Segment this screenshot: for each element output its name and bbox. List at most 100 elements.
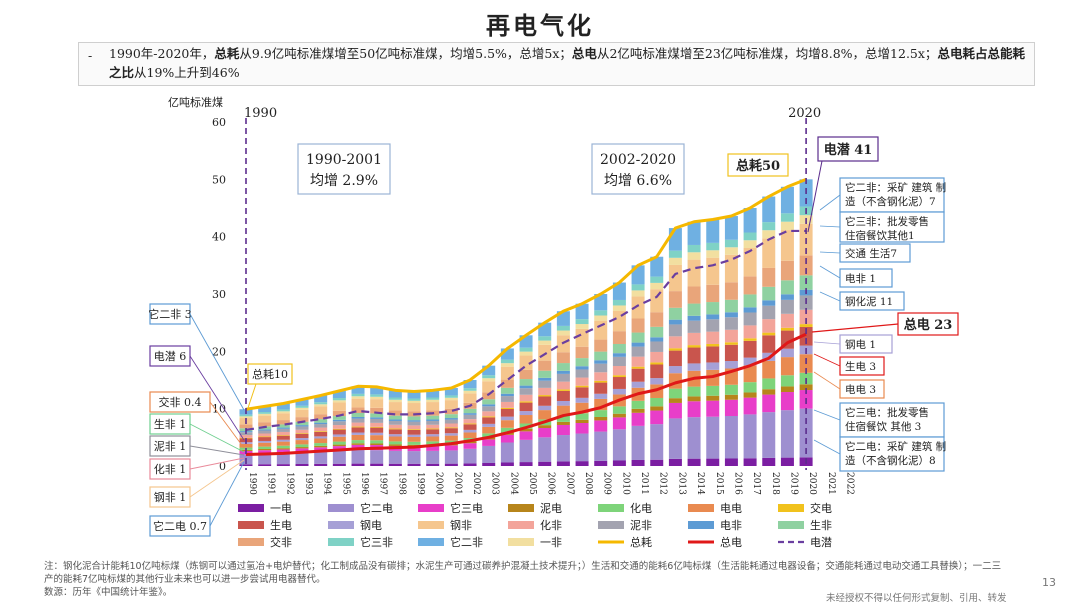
bar-segment	[351, 440, 365, 444]
bar-segment	[762, 394, 776, 413]
bar-segment	[538, 410, 552, 420]
left-callout-label: 钢非 1	[154, 491, 187, 504]
x-tick-label: 1998	[396, 472, 406, 495]
bar-segment	[762, 305, 776, 320]
bar-segment	[295, 429, 309, 434]
bar-segment	[295, 433, 309, 434]
bar-segment	[332, 421, 346, 426]
bar-segment	[668, 228, 682, 251]
bar-segment	[482, 381, 496, 393]
bar-segment	[650, 364, 664, 379]
bar-segment	[258, 413, 272, 416]
bar-segment	[575, 346, 589, 359]
bar-segment	[500, 420, 514, 428]
y-axis-label: 亿吨标准煤	[168, 95, 223, 109]
bar-segment	[295, 438, 309, 441]
bar-segment	[538, 336, 552, 341]
legend-swatch	[328, 504, 354, 512]
bar-segment	[612, 343, 626, 354]
bar-segment	[780, 386, 794, 393]
bar-segment	[780, 357, 794, 376]
legend-label: 泥非	[630, 519, 652, 532]
bar-segment	[388, 436, 402, 442]
summary-seg-6: 从19%上升到46%	[134, 65, 240, 80]
bar-segment	[762, 378, 776, 390]
bar-segment	[650, 378, 664, 385]
right-top-callout-label: 钢化泥 11	[845, 295, 893, 308]
legend-swatch	[688, 521, 714, 529]
bar-segment	[724, 247, 738, 255]
bar-segment	[594, 315, 608, 321]
bar-segment	[724, 416, 738, 459]
left-callout-label: 电潜 6	[154, 349, 187, 363]
bar-segment	[780, 327, 794, 331]
bar-segment	[687, 396, 701, 402]
bar-segment	[594, 360, 608, 364]
bar-segment	[594, 393, 608, 399]
bar-segment	[426, 420, 440, 425]
bar-segment	[631, 381, 645, 388]
bar-segment	[706, 331, 720, 344]
bar-segment	[780, 410, 794, 458]
bar-segment	[668, 319, 682, 325]
bar-segment	[631, 408, 645, 413]
legend-label: 电非	[720, 519, 742, 532]
bar-segment	[482, 378, 496, 382]
bar-segment	[706, 319, 720, 332]
bar-segment	[762, 196, 776, 223]
bar-segment	[295, 444, 309, 448]
legend-label: 总耗	[630, 535, 652, 549]
bar-segment	[650, 424, 664, 460]
bar-segment	[799, 324, 813, 327]
bar-segment	[351, 434, 365, 441]
legend-swatch	[778, 504, 804, 512]
bar-segment	[668, 307, 682, 320]
bar-segment	[276, 427, 290, 429]
bar-segment	[314, 463, 328, 466]
bar-segment	[426, 450, 440, 464]
bar-segment	[444, 423, 458, 428]
bar-segment	[426, 434, 440, 437]
bar-segment	[482, 365, 496, 376]
right-top-callout-label: 它三非：批发零售	[845, 215, 929, 228]
bar-segment	[332, 419, 346, 422]
bar-segment	[426, 436, 440, 442]
bar-segment	[332, 463, 346, 466]
bar-segment	[332, 398, 346, 401]
bar-segment	[314, 424, 328, 428]
bar-segment	[314, 414, 328, 420]
bar-segment	[351, 418, 365, 423]
bar-segment	[612, 331, 626, 344]
bar-segment	[668, 291, 682, 308]
bar-segment	[650, 459, 664, 466]
bar-segment	[370, 450, 384, 464]
bar-segment	[258, 454, 272, 465]
bar-segment	[631, 332, 645, 343]
right-top-callout-leader	[819, 265, 841, 279]
y-tick-label: 40	[212, 231, 226, 244]
x-tick-label: 1995	[340, 472, 350, 495]
bar-segment	[687, 286, 701, 304]
potential-2020-leader	[807, 160, 823, 233]
bar-segment	[668, 336, 682, 349]
x-tick-label: 2021	[826, 472, 836, 495]
bar-segment	[575, 303, 589, 320]
bar-segment	[650, 410, 664, 425]
bar-segment	[295, 407, 309, 410]
total-1990-label: 总耗10	[252, 367, 288, 381]
bar-segment	[706, 458, 720, 466]
bar-segment	[780, 392, 794, 411]
page-number: 13	[1042, 576, 1056, 589]
bar-segment	[276, 409, 290, 412]
right-bottom-callout-leader	[813, 409, 841, 421]
bar-segment	[426, 419, 440, 421]
bar-segment	[258, 406, 272, 413]
bar-segment	[575, 419, 589, 424]
bar-segment	[463, 423, 477, 425]
bar-segment	[332, 390, 346, 399]
bar-segment	[780, 294, 794, 300]
bar-segment	[314, 422, 328, 425]
bar-segment	[743, 208, 757, 233]
bar-segment	[351, 432, 365, 435]
